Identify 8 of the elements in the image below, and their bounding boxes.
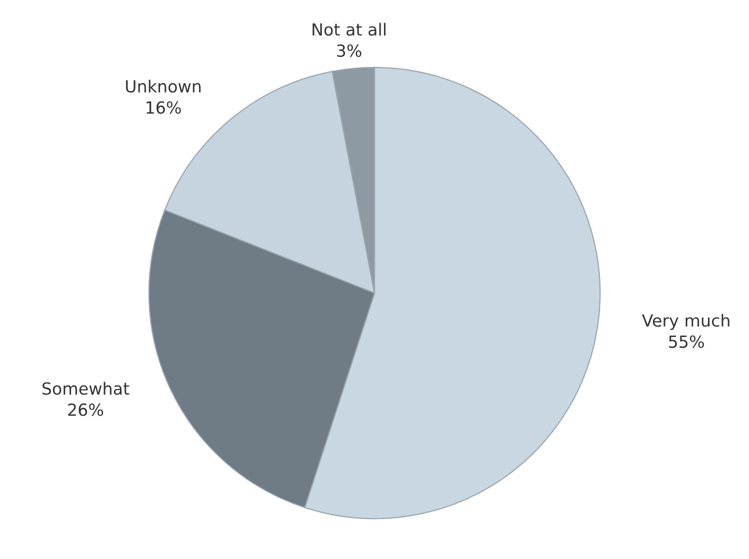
slice-label: Somewhat: [42, 382, 130, 395]
slice-label: Very much: [642, 314, 730, 330]
slice-label: Unknown: [126, 80, 201, 93]
data-label: 16%: [146, 101, 181, 114]
data-label: 26%: [68, 403, 104, 416]
data-label: 3%: [337, 44, 362, 57]
data-label: 55%: [669, 335, 704, 348]
slice-label: Not at all: [312, 22, 386, 36]
